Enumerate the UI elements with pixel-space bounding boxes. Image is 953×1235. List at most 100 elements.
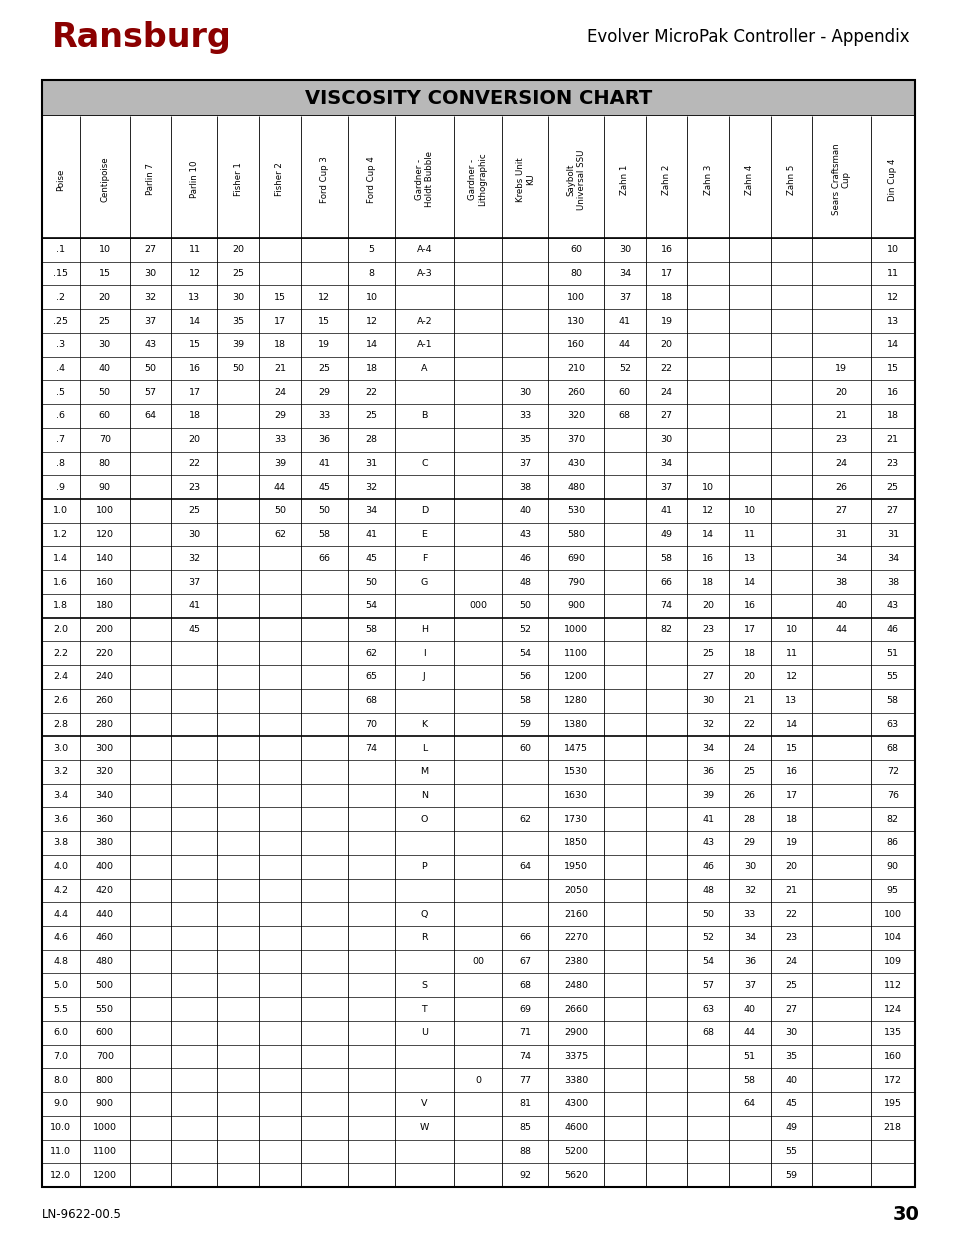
Text: 26: 26 xyxy=(743,792,755,800)
Text: 18: 18 xyxy=(659,293,672,301)
Text: 109: 109 xyxy=(882,957,901,966)
Text: Krebs Unit
KU: Krebs Unit KU xyxy=(516,157,535,201)
Text: G: G xyxy=(420,578,428,587)
Text: 2900: 2900 xyxy=(563,1029,588,1037)
Text: 58: 58 xyxy=(743,1076,755,1084)
Text: 22: 22 xyxy=(659,364,672,373)
Text: 12: 12 xyxy=(784,672,797,682)
Text: 530: 530 xyxy=(567,506,585,515)
Text: 0: 0 xyxy=(475,1076,480,1084)
Text: 46: 46 xyxy=(518,553,531,563)
Text: 140: 140 xyxy=(95,553,113,563)
Text: 20: 20 xyxy=(835,388,846,396)
Text: 1530: 1530 xyxy=(563,767,588,777)
Text: 30: 30 xyxy=(701,697,714,705)
Text: 2480: 2480 xyxy=(563,981,588,989)
Text: 20: 20 xyxy=(701,601,714,610)
Bar xyxy=(42,116,914,238)
Text: 81: 81 xyxy=(518,1099,531,1109)
Text: 18: 18 xyxy=(886,411,898,420)
Text: D: D xyxy=(420,506,428,515)
Text: 58: 58 xyxy=(659,553,672,563)
Text: 34: 34 xyxy=(365,506,377,515)
Text: M: M xyxy=(420,767,428,777)
Text: 4.0: 4.0 xyxy=(53,862,69,871)
Text: 172: 172 xyxy=(882,1076,901,1084)
Text: 29: 29 xyxy=(743,839,755,847)
Text: 66: 66 xyxy=(659,578,672,587)
Text: 20: 20 xyxy=(743,672,755,682)
Text: 34: 34 xyxy=(618,269,630,278)
Text: 29: 29 xyxy=(274,411,286,420)
Text: 4.8: 4.8 xyxy=(53,957,69,966)
Text: 35: 35 xyxy=(518,435,531,445)
Text: 11: 11 xyxy=(189,246,200,254)
Text: 25: 25 xyxy=(365,411,377,420)
Text: 88: 88 xyxy=(518,1147,531,1156)
Text: 220: 220 xyxy=(95,648,113,658)
Text: 14: 14 xyxy=(784,720,797,729)
Text: 24: 24 xyxy=(274,388,286,396)
Text: 76: 76 xyxy=(886,792,898,800)
Text: 38: 38 xyxy=(835,578,846,587)
Text: 11: 11 xyxy=(743,530,755,538)
Text: H: H xyxy=(420,625,427,634)
Text: 17: 17 xyxy=(784,792,797,800)
Text: 60: 60 xyxy=(518,743,531,752)
Text: 59: 59 xyxy=(518,720,531,729)
Text: 45: 45 xyxy=(189,625,200,634)
Text: 1475: 1475 xyxy=(563,743,588,752)
Text: 13: 13 xyxy=(743,553,755,563)
Text: 82: 82 xyxy=(886,815,898,824)
Text: 36: 36 xyxy=(318,435,330,445)
Text: 95: 95 xyxy=(886,885,898,895)
Text: 37: 37 xyxy=(144,316,156,326)
Text: 1630: 1630 xyxy=(563,792,588,800)
Text: 62: 62 xyxy=(365,648,377,658)
Text: 33: 33 xyxy=(743,910,755,919)
Text: Zahn 5: Zahn 5 xyxy=(786,164,795,195)
Text: 16: 16 xyxy=(784,767,797,777)
Text: 8.0: 8.0 xyxy=(53,1076,69,1084)
Text: 22: 22 xyxy=(365,388,377,396)
Text: P: P xyxy=(421,862,427,871)
Text: 1.6: 1.6 xyxy=(53,578,69,587)
Text: 35: 35 xyxy=(784,1052,797,1061)
Text: T: T xyxy=(421,1004,427,1014)
Text: 45: 45 xyxy=(784,1099,797,1109)
Text: 5620: 5620 xyxy=(563,1171,588,1179)
Text: 28: 28 xyxy=(365,435,377,445)
Text: 790: 790 xyxy=(567,578,584,587)
Text: Evolver MicroPak Controller - Appendix: Evolver MicroPak Controller - Appendix xyxy=(587,28,909,46)
Text: 50: 50 xyxy=(365,578,377,587)
Text: 320: 320 xyxy=(567,411,585,420)
Text: 40: 40 xyxy=(835,601,846,610)
Text: 15: 15 xyxy=(318,316,330,326)
Text: 26: 26 xyxy=(835,483,846,492)
Text: 10: 10 xyxy=(365,293,377,301)
Text: W: W xyxy=(419,1123,429,1132)
Text: 21: 21 xyxy=(784,885,797,895)
Text: 54: 54 xyxy=(518,648,531,658)
Text: 39: 39 xyxy=(701,792,714,800)
Text: 34: 34 xyxy=(835,553,846,563)
Text: I: I xyxy=(422,648,425,658)
Text: 15: 15 xyxy=(274,293,286,301)
Text: 34: 34 xyxy=(659,459,672,468)
Text: 62: 62 xyxy=(274,530,286,538)
Text: 200: 200 xyxy=(95,625,113,634)
Text: 27: 27 xyxy=(835,506,846,515)
Text: 195: 195 xyxy=(882,1099,901,1109)
Text: C: C xyxy=(420,459,427,468)
Text: 13: 13 xyxy=(784,697,797,705)
Text: 58: 58 xyxy=(365,625,377,634)
Text: Zahn 2: Zahn 2 xyxy=(661,164,670,195)
Text: 25: 25 xyxy=(743,767,755,777)
Text: 300: 300 xyxy=(95,743,113,752)
Text: 56: 56 xyxy=(518,672,531,682)
Text: 2.6: 2.6 xyxy=(53,697,69,705)
Text: 4600: 4600 xyxy=(563,1123,588,1132)
Text: 1000: 1000 xyxy=(563,625,588,634)
Text: 82: 82 xyxy=(659,625,672,634)
Text: 20: 20 xyxy=(189,435,200,445)
